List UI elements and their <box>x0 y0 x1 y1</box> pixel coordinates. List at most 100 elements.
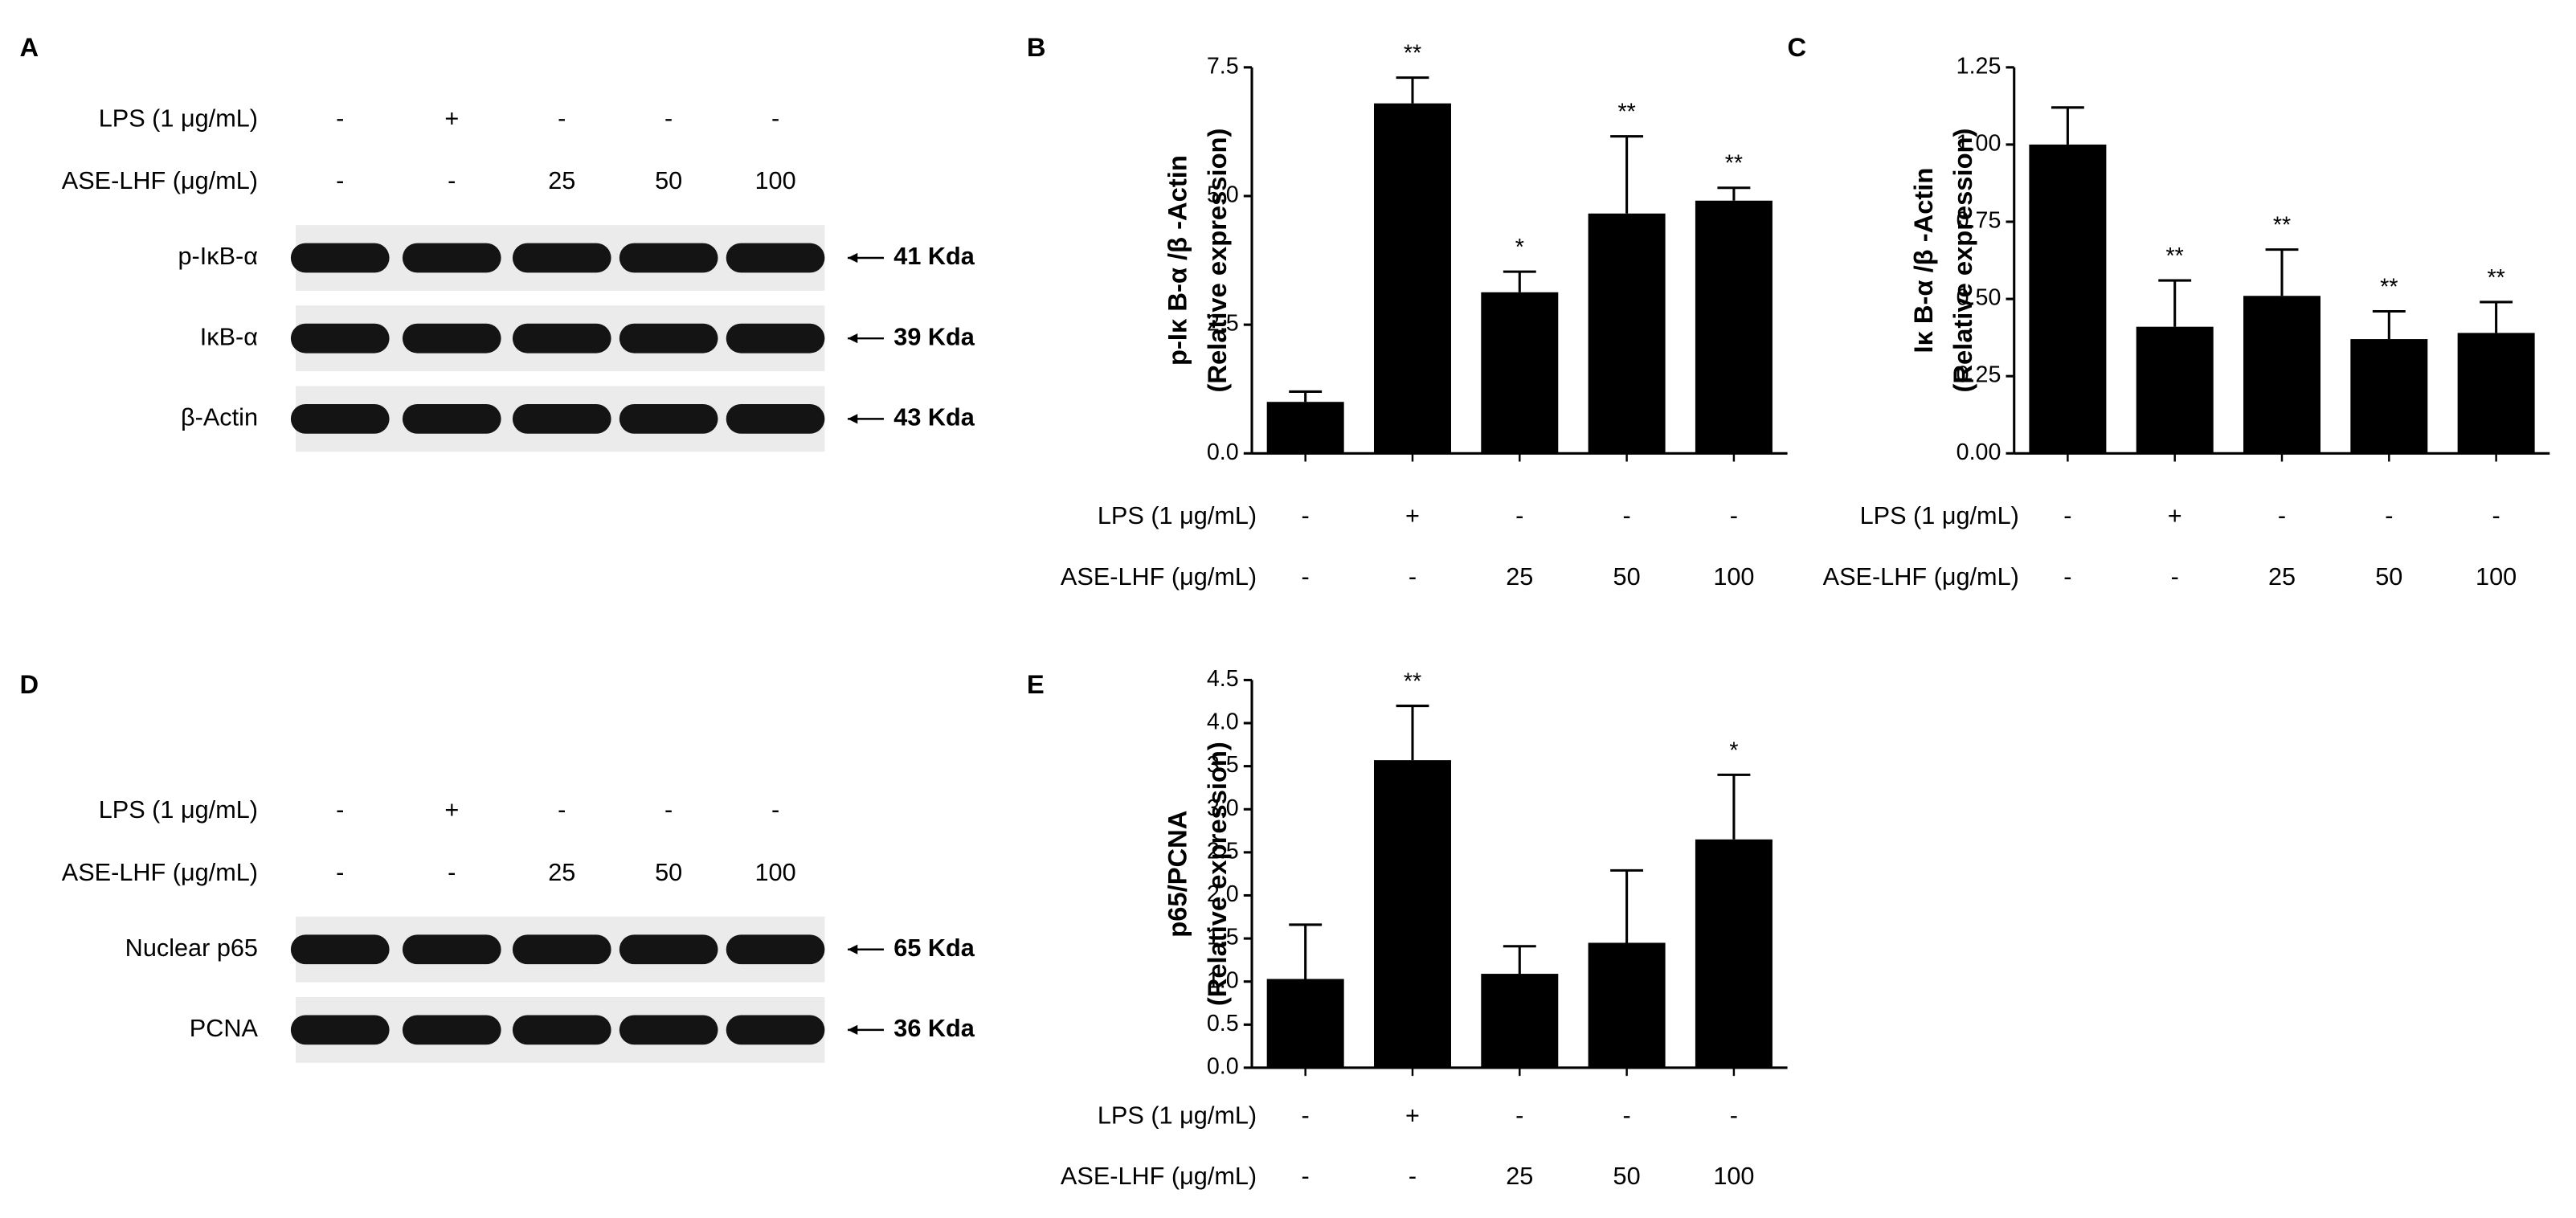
treatment-value: - <box>1730 502 1738 529</box>
y-tick-label: 0.75 <box>1957 208 2002 234</box>
y-axis-label: p-Iκ B-α /β -Actin <box>1163 155 1192 366</box>
treatment-value: - <box>1302 1163 1310 1190</box>
y-tick-label: 0.5 <box>1207 1011 1239 1036</box>
panel-label: C <box>1788 32 1807 62</box>
bar <box>1481 292 1559 454</box>
treatment-value: 25 <box>548 167 575 194</box>
treatment-value: - <box>336 859 344 886</box>
treatment-value: - <box>664 104 673 132</box>
treatment-label: LPS (1 μg/mL) <box>1098 1102 1257 1129</box>
significance: ** <box>2487 265 2504 291</box>
treatment-value: 50 <box>1613 563 1641 591</box>
y-tick-label: 1.00 <box>1957 130 2002 156</box>
bar <box>1695 839 1773 1068</box>
blot-band <box>619 243 718 273</box>
arrow-head <box>848 333 858 344</box>
blot-band <box>290 934 390 965</box>
blot-band <box>619 323 718 354</box>
significance: ** <box>2166 243 2184 269</box>
arrow-head <box>848 252 858 264</box>
treatment-value: + <box>1405 1102 1420 1129</box>
panel-label: A <box>20 32 39 62</box>
arrow-head <box>848 944 858 954</box>
treatment-label: ASE-LHF (μg/mL) <box>1061 1163 1257 1190</box>
y-tick-label: 0.50 <box>1957 285 2002 311</box>
blot-band <box>726 934 825 965</box>
blot-band <box>726 1015 825 1045</box>
y-tick-label: 1.0 <box>1207 967 1239 993</box>
treatment-label: ASE-LHF (μg/mL) <box>1061 563 1257 591</box>
y-tick-label: 4.5 <box>1207 666 1239 692</box>
band-label: β-Actin <box>181 403 258 431</box>
blot-band <box>512 934 611 965</box>
bar <box>1266 402 1344 454</box>
blot-band <box>402 934 501 965</box>
y-axis-label: p65/PCNA <box>1163 811 1192 938</box>
y-tick-label: 0.25 <box>1957 362 2002 388</box>
treatment-value: - <box>558 796 566 824</box>
y-tick-label: 7.5 <box>1207 53 1239 79</box>
treatment-label: ASE-LHF (μg/mL) <box>1823 563 2019 591</box>
band-label: IκB-α <box>200 323 258 350</box>
band-label: p-IκB-α <box>178 243 258 270</box>
significance: ** <box>2380 274 2398 300</box>
band-label: PCNA <box>190 1015 259 1042</box>
treatment-value: 25 <box>1506 1163 1533 1190</box>
significance: ** <box>1617 100 1635 125</box>
significance: ** <box>1404 669 1421 695</box>
panel-label: E <box>1027 669 1045 699</box>
significance: ** <box>1725 151 1743 177</box>
band-size: 41 Kda <box>893 243 975 270</box>
treatment-value: - <box>1409 563 1417 591</box>
treatment-value: 100 <box>754 167 795 194</box>
bar <box>1373 760 1451 1068</box>
treatment-value: - <box>2171 563 2179 591</box>
arrow-head <box>848 414 858 424</box>
treatment-value: 25 <box>2268 563 2296 591</box>
blot-band <box>290 403 390 434</box>
treatment-value: - <box>336 167 344 194</box>
treatment-value: + <box>444 104 459 132</box>
blot-band <box>726 243 825 273</box>
y-tick-label: 0.0 <box>1207 1053 1239 1079</box>
treatment-label: LPS (1 μg/mL) <box>1860 502 2019 529</box>
treatment-value: - <box>771 104 779 132</box>
bar <box>1266 979 1344 1068</box>
arrow-head <box>848 1024 858 1036</box>
treatment-value: - <box>336 796 344 824</box>
y-tick-label: 0.00 <box>1957 439 2002 465</box>
treatment-value: - <box>2063 563 2071 591</box>
treatment-value: - <box>1515 1102 1523 1129</box>
treatment-value: 100 <box>1713 1163 1754 1190</box>
treatment-value: 25 <box>1506 563 1533 591</box>
blot-band <box>402 323 501 354</box>
treatment-value: 100 <box>1713 563 1754 591</box>
treatment-value: - <box>1622 502 1630 529</box>
significance: ** <box>1404 41 1421 67</box>
blot-band <box>290 243 390 273</box>
treatment-value: - <box>771 796 779 824</box>
bar <box>2350 339 2428 454</box>
treatment-value: 50 <box>2375 563 2402 591</box>
y-tick-label: 1.25 <box>1957 53 2002 79</box>
bar <box>1373 103 1451 454</box>
blot-band <box>619 1015 718 1045</box>
treatment-value: - <box>1302 1102 1310 1129</box>
blot-band <box>402 403 501 434</box>
panel-label: B <box>1027 32 1046 62</box>
treatment-value: - <box>2492 502 2500 529</box>
significance: * <box>1729 738 1738 763</box>
y-axis-label: Iκ B-α /β -Actin <box>1908 168 1938 354</box>
bar <box>1695 200 1773 454</box>
blot-band <box>619 934 718 965</box>
y-tick-label: 3.0 <box>1207 795 1239 821</box>
panel-label: D <box>20 669 39 699</box>
treatment-value: + <box>444 796 459 824</box>
blot-band <box>512 1015 611 1045</box>
bar <box>2243 296 2321 454</box>
blot-band <box>290 323 390 354</box>
treatment-value: - <box>1730 1102 1738 1129</box>
blot-band <box>290 1015 390 1045</box>
band-size: 43 Kda <box>893 403 975 431</box>
